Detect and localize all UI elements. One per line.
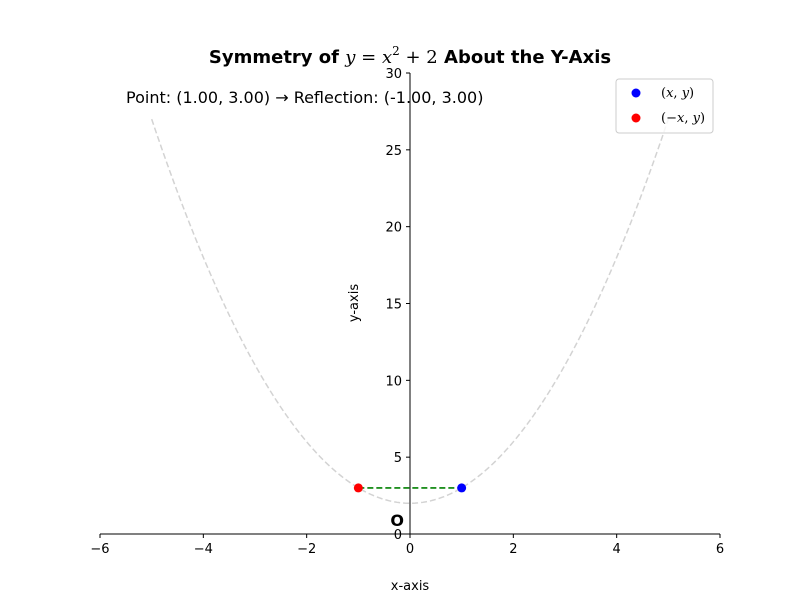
point-original	[457, 483, 467, 493]
legend: (x, y) (−x, y)	[615, 78, 714, 134]
chart-title: Symmetry of y = x2 + 2 About the Y-Axis	[209, 44, 611, 68]
y-tick-label: 5	[394, 451, 402, 466]
x-ticks: −6 −4 −2 0 2 4 6	[90, 534, 724, 557]
legend-marker	[631, 88, 641, 98]
legend-entry: (x, y)	[661, 86, 694, 101]
x-axis-label: x-axis	[391, 579, 430, 594]
x-tick-label: 2	[509, 542, 517, 557]
legend-entry: (−x, y)	[661, 111, 705, 126]
y-tick-label: 15	[385, 298, 402, 313]
reflection-annotation: Point: (1.00, 3.00) → Reflection: (-1.00…	[126, 88, 483, 107]
x-tick-label: 4	[613, 542, 621, 557]
y-tick-label-zero: 0	[394, 528, 402, 543]
y-ticks: 5 10 15 20 25 30	[385, 67, 410, 535]
parabola-curve-group	[150, 118, 670, 505]
y-tick-label: 30	[385, 67, 402, 82]
origin-label: O	[390, 511, 404, 530]
points-group	[353, 483, 467, 493]
x-tick-label: −6	[90, 542, 109, 557]
y-tick-label: 25	[385, 144, 402, 159]
point-reflection	[353, 483, 363, 493]
x-tick-label: 0	[406, 542, 414, 557]
y-tick-label: 20	[385, 221, 402, 236]
y-tick-label: 10	[385, 374, 402, 389]
legend-marker	[631, 113, 641, 123]
x-tick-label: −4	[194, 542, 213, 557]
parabola-curve	[150, 118, 670, 505]
x-tick-label: −2	[297, 542, 316, 557]
y-axis-label: y-axis	[347, 284, 362, 322]
x-tick-label: 6	[716, 542, 724, 557]
